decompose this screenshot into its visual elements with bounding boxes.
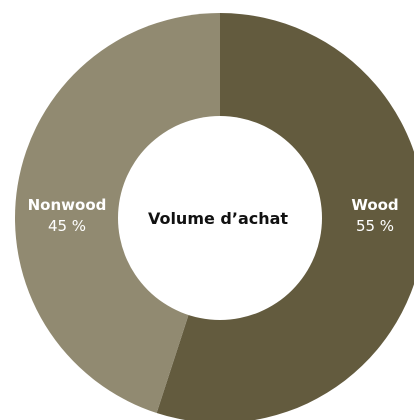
center-label: Volume d’achat [148, 209, 288, 228]
labels-layer: Wood 55 % Nonwood 45 % [28, 196, 399, 235]
slice-nonwood [15, 13, 221, 413]
slice-value-nonwood: 45 % [48, 217, 86, 235]
donut-hole [118, 116, 322, 320]
slice-label-wood: Wood [351, 196, 398, 214]
slice-label-nonwood: Nonwood [28, 196, 107, 214]
slice-value-wood: 55 % [356, 217, 394, 235]
